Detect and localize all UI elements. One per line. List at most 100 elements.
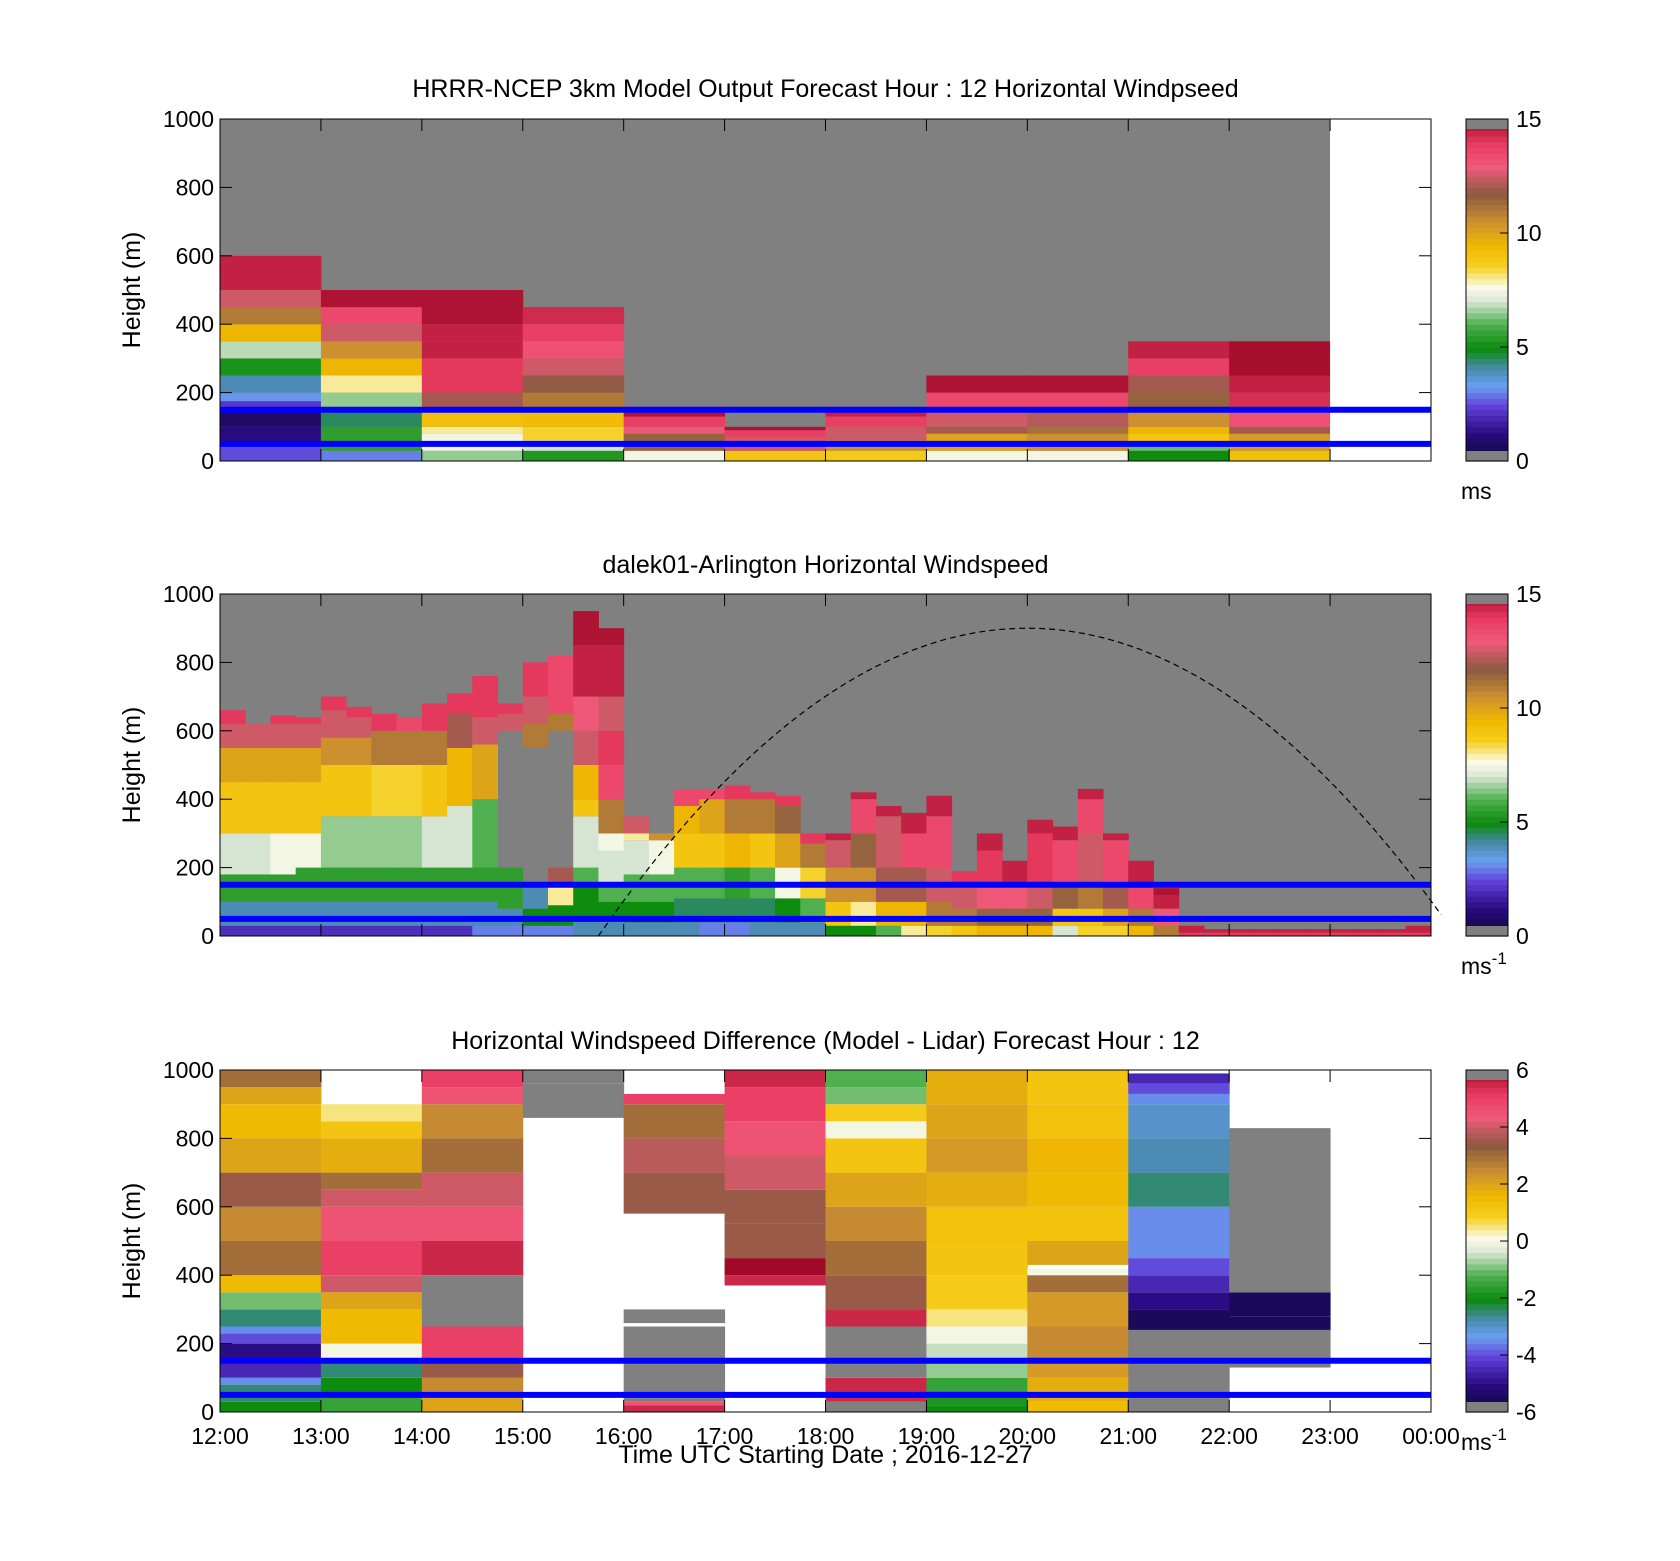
- heatmap-cell: [623, 1401, 726, 1406]
- heatmap-cell: [1405, 932, 1432, 936]
- heatmap-cell: [522, 450, 625, 461]
- heatmap-cell: [1380, 932, 1407, 936]
- y-tick-label: 200: [176, 380, 214, 406]
- heatmap-cell: [825, 833, 852, 841]
- heatmap-cell: [1027, 1268, 1129, 1276]
- heatmap-cell: [800, 922, 826, 936]
- heatmap-cell: [1279, 932, 1306, 936]
- heatmap-cell: [926, 795, 953, 817]
- heatmap-cell: [421, 392, 524, 410]
- colorbar-swatch: [1466, 1172, 1508, 1179]
- heatmap-cell: [598, 799, 625, 834]
- heatmap-cell: [396, 925, 423, 936]
- colorbar-swatch: [1466, 822, 1508, 829]
- colorbar-swatch: [1466, 1229, 1508, 1236]
- heatmap-cell: [573, 918, 599, 936]
- heatmap-cell: [346, 925, 372, 936]
- heatmap-cell: [951, 925, 978, 936]
- heatmap-cell: [270, 782, 297, 834]
- colorbar-swatch: [1466, 1149, 1508, 1157]
- heatmap-cell: [522, 307, 625, 325]
- colorbar-swatch: [1466, 1178, 1508, 1185]
- colorbar-tick-label: 0: [1516, 923, 1529, 949]
- heatmap-cell: [850, 799, 877, 834]
- colorbar-tick-label: 0: [1516, 448, 1529, 474]
- colorbar-swatch: [1466, 1087, 1508, 1094]
- heatmap-cell: [850, 901, 877, 926]
- colorbar-swatch: [1466, 1104, 1508, 1111]
- heatmap-cell: [825, 1070, 927, 1088]
- heatmap-cell: [674, 922, 700, 936]
- colorbar-swatch: [1466, 1121, 1508, 1128]
- heatmap-cell: [320, 1309, 423, 1344]
- x-tick-label: 12:00: [191, 1423, 249, 1449]
- heatmap-cell: [825, 1206, 927, 1241]
- colorbar-swatch: [1466, 827, 1508, 834]
- colorbar-swatch: [1466, 1201, 1508, 1208]
- heatmap-cell: [724, 1070, 826, 1088]
- colorbar-swatch: [1466, 198, 1508, 206]
- heatmap-cell: [295, 717, 322, 724]
- heatmap-cell: [926, 1405, 1028, 1412]
- heatmap-cell: [901, 833, 927, 868]
- heatmap-cell: [1027, 1326, 1129, 1361]
- heatmap-cell: [573, 816, 599, 868]
- heatmap-cell: [1027, 884, 1054, 909]
- y-axis-label: Height (m): [118, 1183, 146, 1300]
- colorbar-swatch: [1466, 244, 1508, 251]
- panel-3: 0 200 400 600 800 1000 12:00 13:00 14:00 15:00 16:…: [118, 1027, 1537, 1455]
- heatmap-cell: [320, 1104, 423, 1122]
- heatmap-cell: [421, 1275, 524, 1327]
- colorbar-swatch: [1466, 690, 1508, 698]
- heatmap-cell: [220, 1087, 322, 1105]
- heatmap-cell: [220, 782, 246, 834]
- x-tick-label: 14:00: [393, 1423, 451, 1449]
- heatmap-cell: [1229, 932, 1255, 936]
- heatmap-cell: [220, 901, 246, 926]
- heatmap-cell: [699, 922, 726, 936]
- heatmap-cell: [926, 1241, 1028, 1276]
- heatmap-cell: [320, 901, 347, 926]
- heatmap-cell: [220, 747, 246, 783]
- heatmap-cell: [396, 816, 423, 868]
- colorbar-swatch: [1466, 227, 1508, 234]
- colorbar-tick-label: -2: [1516, 1285, 1536, 1311]
- colorbar-swatch: [1466, 136, 1508, 143]
- heatmap-cell: [976, 833, 1003, 851]
- heatmap-cell: [220, 1206, 322, 1241]
- y-tick-label: 1000: [163, 106, 214, 132]
- colorbar-swatch: [1466, 896, 1508, 903]
- colorbar-swatch: [1466, 696, 1508, 703]
- heatmap-cell: [522, 1083, 625, 1118]
- colorbar-swatch: [1466, 1206, 1508, 1214]
- colorbar-swatch: [1466, 1320, 1508, 1328]
- heatmap-cell: [724, 1121, 826, 1156]
- colorbar-swatch: [1466, 358, 1508, 365]
- heatmap-cell: [901, 812, 927, 834]
- heatmap-cell: [775, 806, 801, 834]
- colorbar-swatch: [1466, 685, 1508, 692]
- heatmap-cell: [573, 611, 599, 646]
- heatmap-cell: [775, 833, 801, 868]
- heatmap-cell: [926, 1326, 1028, 1344]
- colorbar-swatch: [1466, 272, 1508, 280]
- colorbar-swatch: [1466, 759, 1508, 766]
- heatmap-cell: [926, 1104, 1028, 1139]
- heatmap-cell: [1128, 1093, 1230, 1105]
- colorbar-swatch: [1466, 335, 1508, 342]
- heatmap-cell: [1128, 1083, 1230, 1094]
- colorbar-swatch: [1466, 1235, 1508, 1242]
- heatmap-cell: [220, 1275, 322, 1293]
- heatmap-cell: [825, 1121, 927, 1139]
- colorbar-swatch: [1466, 884, 1508, 891]
- heatmap-cell: [926, 1172, 1028, 1207]
- heatmap-cell: [598, 628, 625, 646]
- colorbar-swatch: [1466, 656, 1508, 663]
- reference-curve: [597, 627, 1442, 937]
- heatmap-cell: [623, 1172, 726, 1214]
- heatmap-cell: [1330, 929, 1356, 933]
- heatmap-cell: [421, 1070, 524, 1088]
- y-tick-label: 800: [176, 649, 214, 675]
- heatmap-cell: [320, 1292, 423, 1310]
- heatmap-cell: [320, 324, 423, 342]
